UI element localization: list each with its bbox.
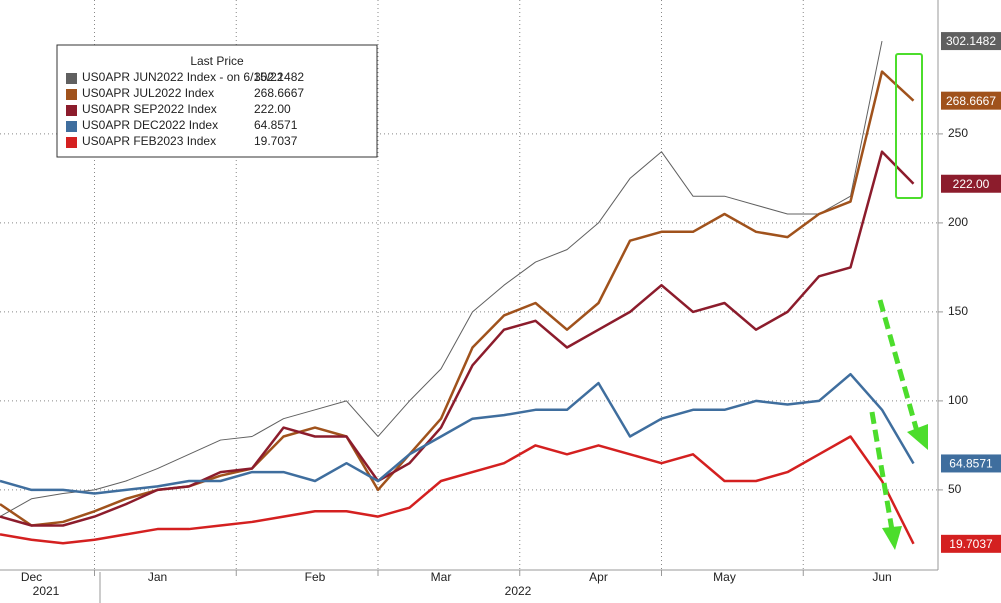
- x-tick-label: May: [713, 570, 736, 584]
- x-tick-label: Apr: [589, 570, 608, 584]
- legend-value: 302.1482: [254, 70, 304, 84]
- y-tick-label: 100: [948, 393, 968, 407]
- highlight-box: [895, 53, 923, 199]
- last-value-label: 268.6667: [946, 94, 996, 108]
- plot-area: [0, 0, 938, 570]
- legend-label: US0APR JUN2022 Index - on 6/15/22: [82, 70, 284, 84]
- x-tick-label: Dec: [21, 570, 42, 584]
- legend-label: US0APR JUL2022 Index: [82, 86, 214, 100]
- y-tick-label: 50: [948, 482, 962, 496]
- legend: Last Price US0APR JUN2022 Index - on 6/1…: [56, 44, 378, 158]
- legend-swatch: [66, 137, 77, 148]
- x-year-label: 2021: [33, 584, 60, 598]
- arrow: [869, 411, 895, 531]
- legend-title: Last Price: [190, 54, 244, 68]
- arrow-head: [907, 424, 928, 450]
- y-tick-label: 200: [948, 215, 968, 229]
- legend-value: 222.00: [254, 102, 291, 116]
- legend-swatch: [66, 89, 77, 100]
- arrow-head: [882, 526, 902, 550]
- series-line: [0, 435, 915, 545]
- last-value-label: 302.1482: [946, 34, 996, 48]
- last-value-tag: [941, 91, 1001, 110]
- legend-value: 64.8571: [254, 118, 298, 132]
- legend-label: US0APR SEP2022 Index: [82, 102, 217, 116]
- x-tick-label: Jan: [148, 570, 167, 584]
- last-value-tag: [941, 454, 1001, 473]
- legend-swatch: [66, 73, 77, 84]
- legend-label: US0APR DEC2022 Index: [82, 118, 218, 132]
- x-tick-label: Feb: [305, 570, 326, 584]
- legend-swatch: [66, 105, 77, 116]
- last-value-label: 64.8571: [949, 457, 993, 471]
- legend-label: US0APR FEB2023 Index: [82, 134, 216, 148]
- legend-value: 19.7037: [254, 134, 298, 148]
- legend-box: [56, 44, 378, 158]
- annotation: [869, 53, 928, 550]
- last-value-tag: [941, 174, 1001, 193]
- x-tick-label: Jun: [872, 570, 891, 584]
- arrow: [877, 299, 921, 436]
- x-tick-label: Mar: [431, 570, 452, 584]
- y-tick-label: 150: [948, 304, 968, 318]
- last-value-tag: [941, 32, 1001, 51]
- y-tick-label: 250: [948, 126, 968, 140]
- last-value-label: 19.7037: [949, 537, 993, 551]
- legend-swatch: [66, 121, 77, 132]
- series-line: [0, 372, 915, 495]
- legend-value: 268.6667: [254, 86, 304, 100]
- x-year-label: 2022: [505, 584, 532, 598]
- last-value-tag: [941, 534, 1001, 553]
- series-line: [0, 150, 915, 527]
- last-value-label: 222.00: [953, 177, 990, 191]
- series-line: [0, 40, 883, 518]
